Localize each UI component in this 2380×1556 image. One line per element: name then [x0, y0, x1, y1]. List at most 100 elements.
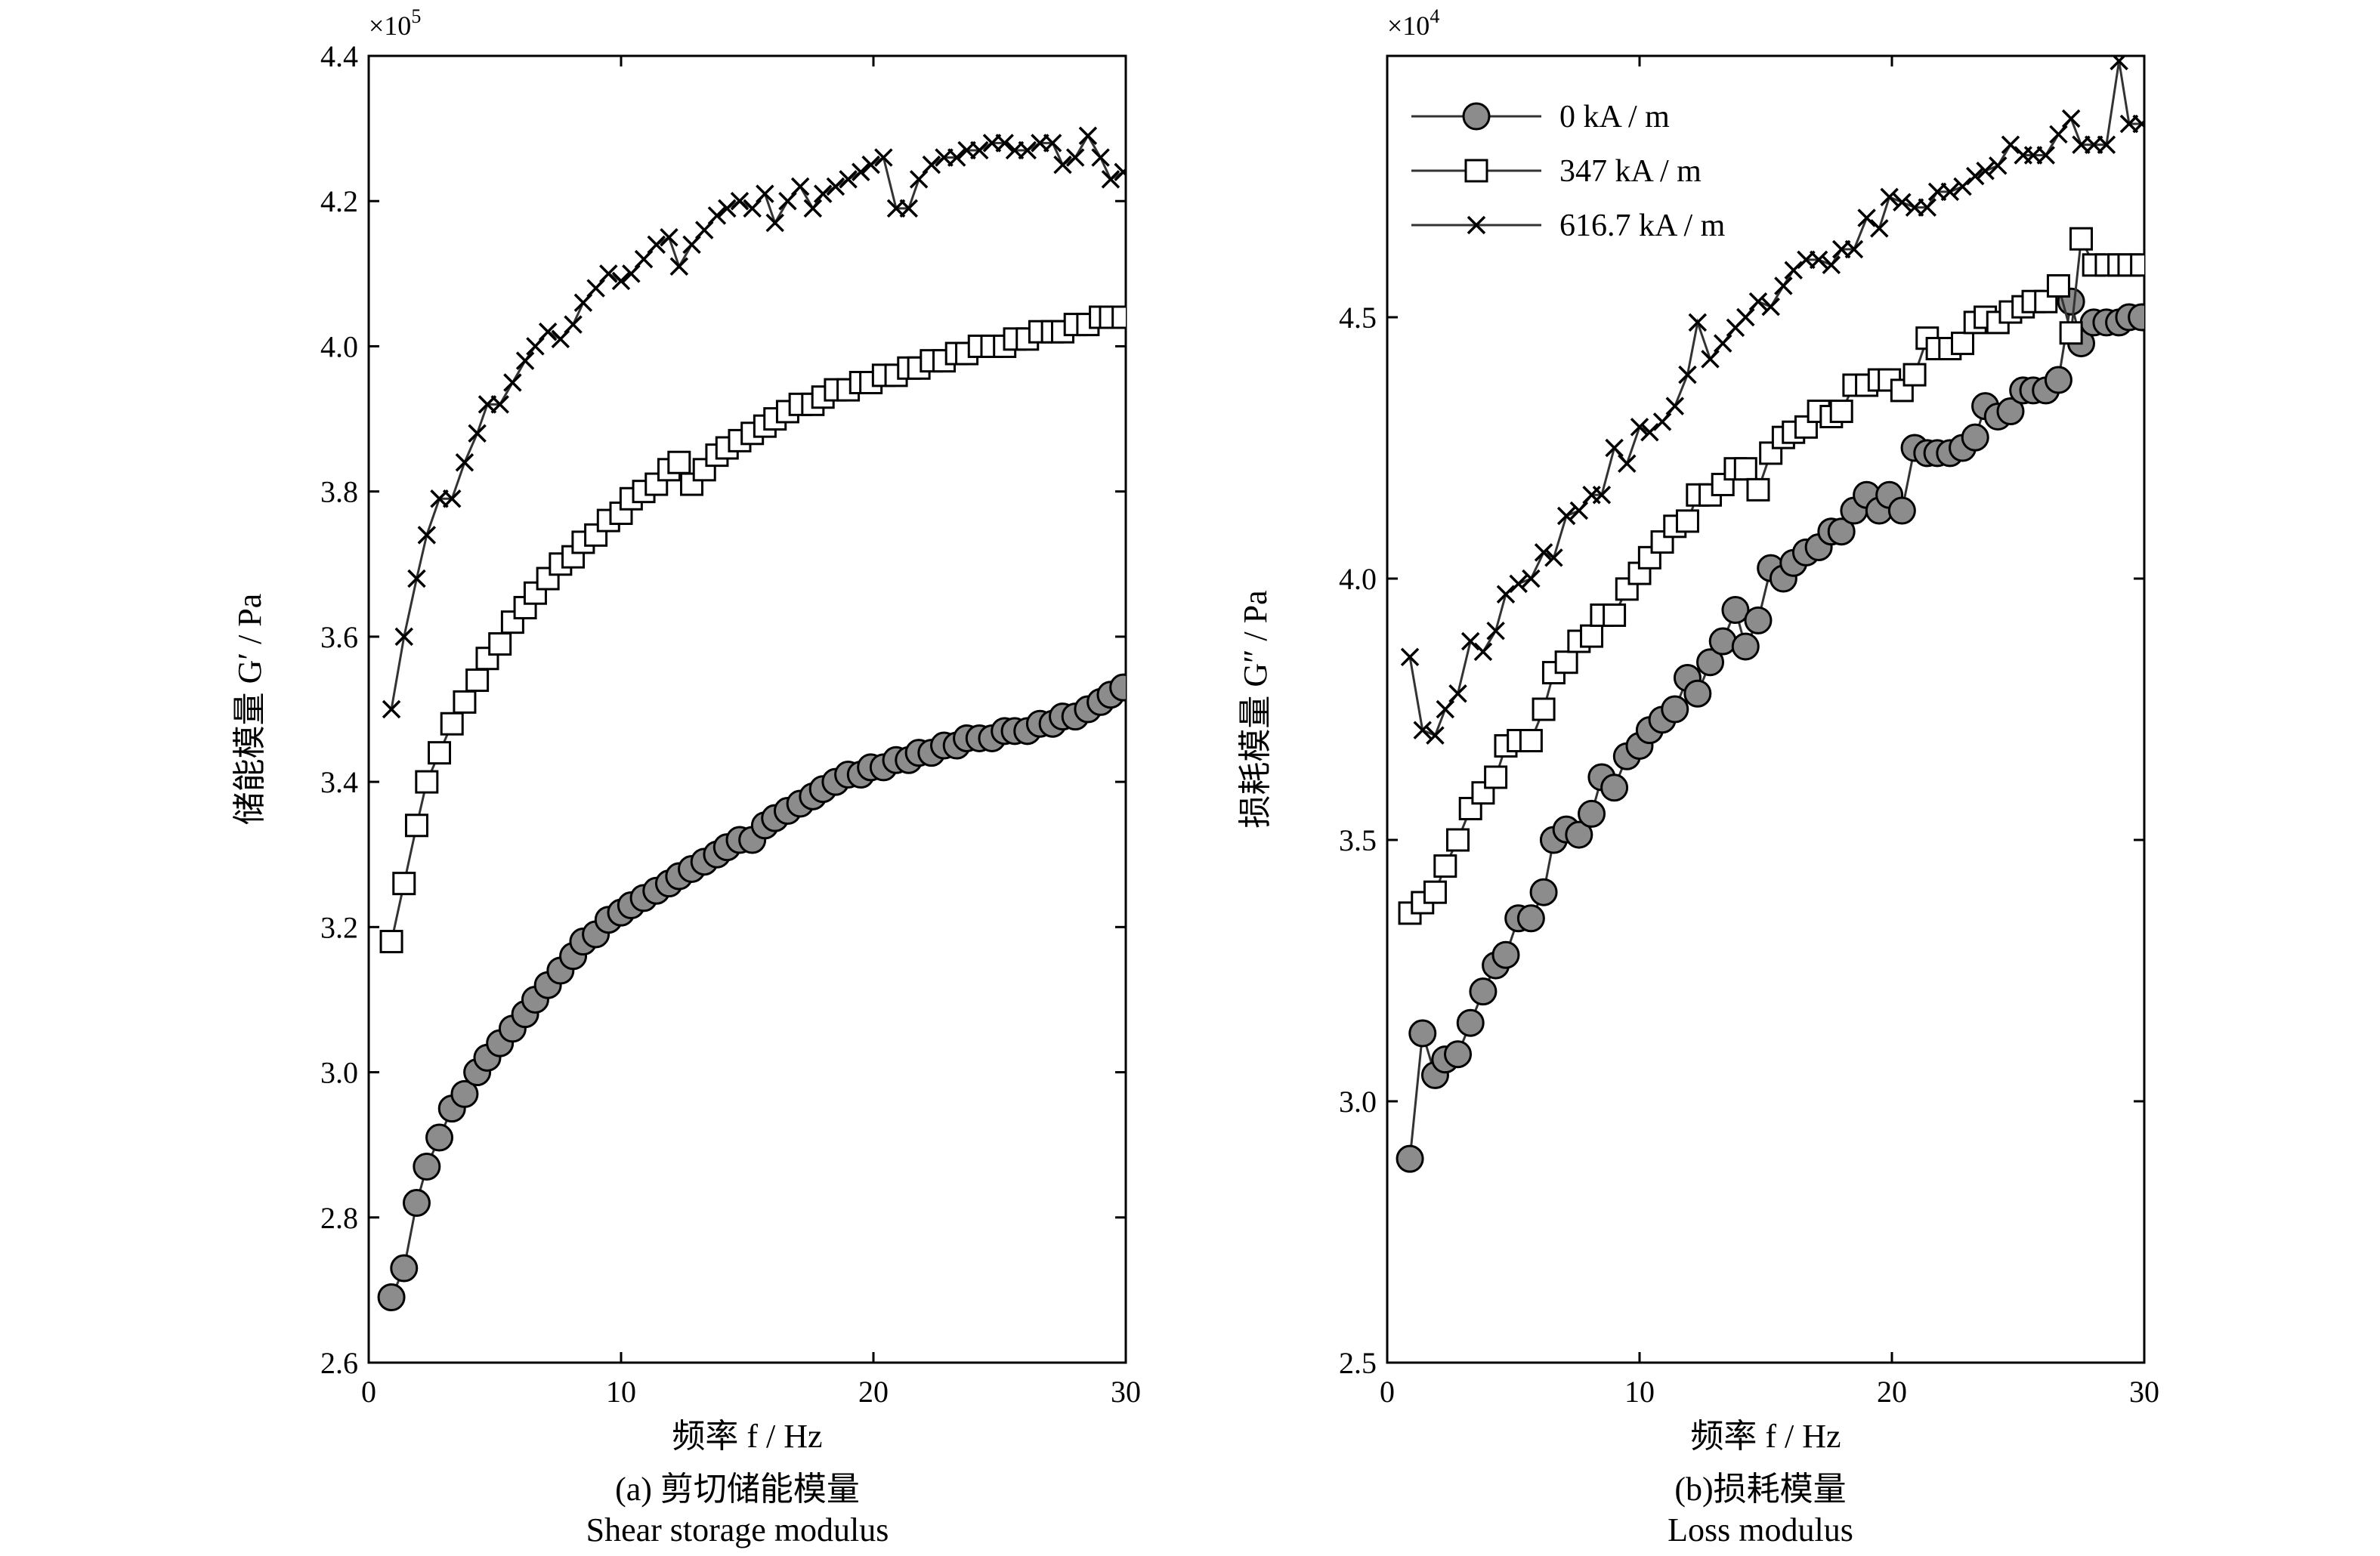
data-point	[1890, 378, 1914, 403]
data-point	[730, 191, 750, 211]
data-point	[382, 699, 401, 719]
data-point	[490, 395, 509, 414]
data-point	[1101, 170, 1120, 189]
legend: 0 kA / m 347 kA / m 616.7 kA / m	[1411, 100, 1726, 243]
data-point	[1444, 1040, 1473, 1069]
data-point	[707, 206, 727, 225]
data-point	[647, 235, 666, 255]
data-point	[1519, 729, 1543, 753]
data-point	[1469, 977, 1498, 1006]
data-point	[425, 1123, 454, 1152]
y-tick-label: 4.2	[320, 184, 358, 218]
legend-marker	[1467, 215, 1486, 235]
data-point	[503, 373, 522, 392]
data-point	[756, 184, 774, 203]
y-tick-label: 4.5	[1339, 301, 1377, 335]
data-point	[538, 322, 558, 341]
y-multiplier-exp: 5	[411, 5, 421, 27]
data-point	[1940, 182, 1960, 202]
y-multiplier-exp: 4	[1430, 5, 1439, 27]
data-point	[1827, 517, 1856, 546]
data-point	[1637, 545, 1661, 570]
x-tick-label: 10	[1624, 1375, 1655, 1409]
caption-chinese: (b)损耗模量	[1674, 1471, 1846, 1508]
data-point	[2059, 321, 2083, 345]
data-point	[1529, 878, 1558, 906]
data-point	[1554, 650, 1578, 675]
legend-marker	[1464, 159, 1488, 183]
data-point	[2130, 253, 2144, 277]
data-point	[1111, 305, 1126, 329]
data-point	[1592, 486, 1612, 505]
data-point	[743, 199, 762, 218]
plot-area	[377, 126, 1126, 1311]
data-point	[622, 264, 641, 283]
data-point	[2036, 146, 2055, 165]
data-point	[611, 271, 631, 291]
data-point	[1413, 721, 1432, 739]
data-point	[404, 814, 428, 838]
data-point	[1857, 208, 1876, 227]
y-tick-label: 4.4	[320, 39, 358, 73]
data-point	[1809, 250, 1828, 270]
data-point	[765, 213, 784, 233]
data-point	[1887, 496, 1916, 525]
data-point	[551, 329, 570, 349]
y-multiplier-base: ×10	[1387, 11, 1430, 41]
data-point	[526, 337, 545, 356]
data-point	[2061, 109, 2081, 128]
y-tick-label: 2.8	[320, 1201, 358, 1235]
y-tick-label: 3.8	[320, 475, 358, 509]
data-point	[402, 1189, 431, 1218]
series-347ka	[379, 305, 1126, 954]
data-point	[1880, 187, 1899, 207]
y-tick-label: 3.6	[320, 620, 358, 654]
data-point	[1746, 477, 1770, 502]
legend-marker	[1462, 102, 1491, 131]
data-point	[2132, 114, 2144, 134]
data-point	[1675, 509, 1699, 533]
data-point	[1688, 313, 1708, 332]
panel-b-loss-modulus: 0 10 20 30 2.5 3.0 3.5 4.0 4.5 ×104 频率 f / Hz 损耗模量 …	[1237, 5, 2159, 1548]
data-point	[1484, 765, 1508, 789]
data-point	[1708, 627, 1737, 656]
data-point	[1989, 156, 2008, 175]
data-point	[1569, 501, 1589, 520]
data-point	[1400, 647, 1420, 667]
data-point	[392, 872, 416, 896]
data-point	[1509, 574, 1528, 594]
data-point	[922, 155, 941, 174]
data-point	[1556, 506, 1576, 526]
data-point	[1065, 148, 1085, 167]
data-point	[1534, 543, 1553, 562]
y-multiplier-base: ×10	[369, 11, 411, 41]
data-point	[909, 170, 929, 189]
data-point	[1774, 276, 1793, 295]
legend-label: 347 kA / m	[1559, 154, 1702, 189]
x-tick-label: 10	[606, 1375, 636, 1409]
data-point	[1605, 438, 1624, 458]
caption-english: Loss modulus	[1668, 1511, 1853, 1548]
data-point	[515, 351, 535, 370]
data-point	[586, 279, 605, 298]
data-point	[813, 184, 833, 203]
data-point	[1953, 177, 1972, 196]
data-point	[428, 741, 452, 765]
data-point	[1893, 193, 1912, 211]
data-point	[634, 249, 654, 269]
data-point	[1701, 350, 1720, 369]
data-point	[475, 647, 499, 671]
data-point	[1433, 854, 1457, 878]
data-point	[1396, 1144, 1424, 1173]
data-point	[970, 140, 989, 160]
data-point	[1618, 454, 1637, 473]
data-point	[1446, 828, 1470, 852]
data-point	[1600, 773, 1629, 802]
data-point	[1516, 904, 1545, 933]
data-point	[1473, 642, 1493, 662]
x-tick-label: 0	[361, 1375, 376, 1409]
data-point	[390, 1254, 419, 1283]
data-point	[442, 489, 462, 508]
data-point	[826, 177, 845, 196]
y-tick-label: 3.0	[1339, 1085, 1377, 1119]
